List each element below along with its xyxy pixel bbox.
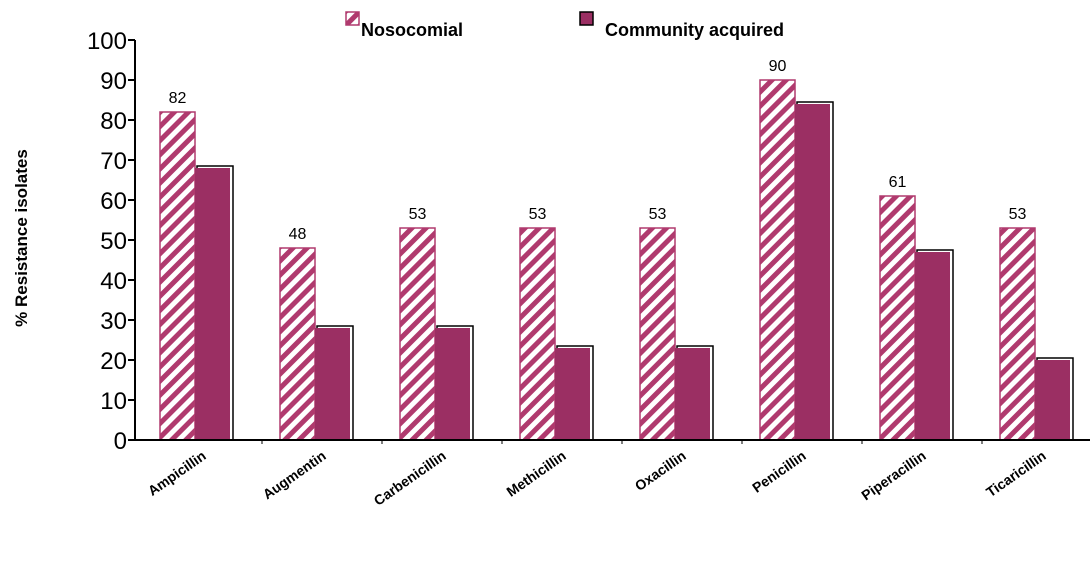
data-label: 90 xyxy=(769,58,787,75)
data-label: 53 xyxy=(649,206,667,223)
legend-label-nosocomial: Nosocomial xyxy=(361,20,463,40)
bar-nosocomial xyxy=(279,247,316,441)
y-tick-label: 70 xyxy=(100,148,127,175)
data-label: 82 xyxy=(169,90,187,107)
y-tick-label: 0 xyxy=(114,428,127,455)
y-tick-label: 50 xyxy=(100,228,127,255)
x-tick-label: Ticaricillin xyxy=(983,447,1049,500)
data-label: 53 xyxy=(529,206,547,223)
bar-nosocomial xyxy=(399,227,436,441)
legend: Nosocomial Community acquired xyxy=(345,11,784,40)
data-label: 53 xyxy=(1009,206,1027,223)
x-tick-label: Oxacillin xyxy=(632,447,689,494)
y-axis: 0 10 20 30 40 50 60 70 80 90 100 xyxy=(87,28,135,455)
legend-label-community: Community acquired xyxy=(605,20,784,40)
bar-nosocomial xyxy=(159,111,196,441)
x-tick-label: Ampicillin xyxy=(145,447,209,498)
bar-nosocomial xyxy=(759,79,796,441)
y-tick-label: 30 xyxy=(100,308,127,335)
bar-community xyxy=(915,252,950,440)
bar-nosocomial xyxy=(519,227,556,441)
bar-community xyxy=(435,328,470,440)
bar-community xyxy=(675,348,710,440)
x-tick-label: Augmentin xyxy=(260,447,329,502)
bar-nosocomial xyxy=(999,227,1036,441)
data-label: 53 xyxy=(409,206,427,223)
bar-community xyxy=(315,328,350,440)
bar-nosocomial xyxy=(879,195,916,441)
y-tick-label: 90 xyxy=(100,68,127,95)
legend-item-community: Community acquired xyxy=(579,11,784,40)
bar-community xyxy=(555,348,590,440)
bar-community xyxy=(795,104,830,440)
x-tick-label: Carbenicillin xyxy=(371,447,449,508)
y-axis-title: % Resistance isolates xyxy=(12,149,31,327)
bar-community xyxy=(1035,360,1070,440)
data-labels: 82 48 53 53 53 90 61 53 xyxy=(169,58,1027,243)
x-tick-label: Penicillin xyxy=(749,447,809,495)
bars xyxy=(159,79,1074,441)
bar-nosocomial xyxy=(639,227,676,441)
y-tick-label: 40 xyxy=(100,268,127,295)
x-tick-label: Methicillin xyxy=(503,447,568,499)
legend-item-nosocomial: Nosocomial xyxy=(345,11,463,40)
y-tick-label: 100 xyxy=(87,28,127,55)
y-tick-label: 80 xyxy=(100,108,127,135)
x-axis: Ampicillin Augmentin Carbenicillin Methicil… xyxy=(145,440,1049,509)
y-tick-label: 10 xyxy=(100,388,127,415)
y-tick-label: 20 xyxy=(100,348,127,375)
y-tick-label: 60 xyxy=(100,188,127,215)
legend-swatch-nosocomial xyxy=(345,11,360,26)
data-label: 48 xyxy=(289,226,307,243)
legend-swatch-community xyxy=(579,11,594,26)
bar-community xyxy=(195,168,230,440)
x-tick-label: Piperacillin xyxy=(858,447,928,503)
data-label: 61 xyxy=(889,174,907,191)
